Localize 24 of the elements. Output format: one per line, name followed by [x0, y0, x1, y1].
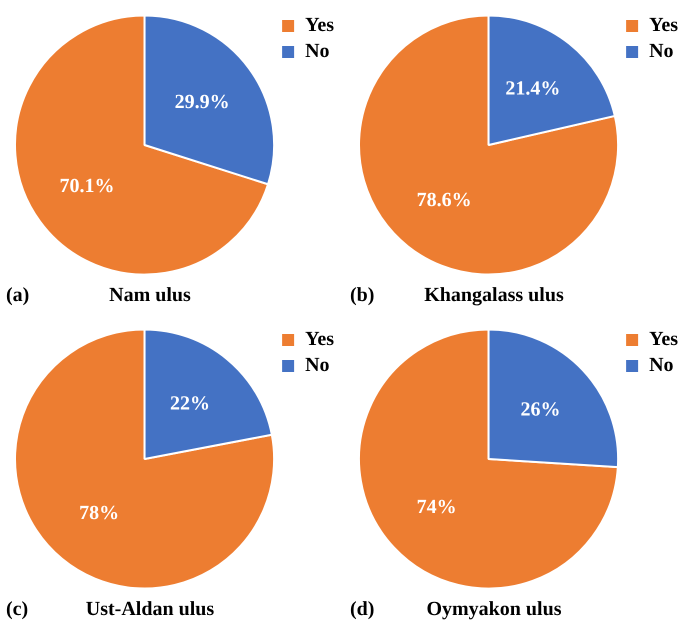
- data-label: 22%: [170, 392, 210, 414]
- text: (c): [6, 598, 28, 621]
- text: Oymyakon ulus: [426, 598, 562, 620]
- legend-label: Yes: [649, 328, 678, 350]
- legend-label: No: [305, 354, 330, 376]
- legend-label: Yes: [305, 14, 334, 36]
- data-label: 74%: [416, 496, 457, 518]
- data-label: 29.9%: [174, 91, 230, 114]
- text: (b): [350, 284, 374, 307]
- text: (a): [6, 284, 30, 307]
- text: Ust-Aldan ulus: [86, 598, 214, 620]
- data-label: 70.1%: [60, 175, 115, 198]
- text: Khangalass ulus: [424, 284, 564, 306]
- data-label: 78.6%: [416, 188, 472, 211]
- data-label: 26%: [520, 398, 560, 420]
- legend-label: Yes: [305, 328, 334, 350]
- legend-label: No: [649, 354, 674, 376]
- text: (d): [350, 598, 374, 621]
- legend-label: No: [305, 40, 330, 62]
- text: Nam ulus: [109, 284, 191, 306]
- legend-label: Yes: [649, 14, 678, 36]
- data-label: 21.4%: [505, 77, 560, 100]
- data-label: 78%: [79, 502, 120, 524]
- legend-label: No: [649, 40, 674, 62]
